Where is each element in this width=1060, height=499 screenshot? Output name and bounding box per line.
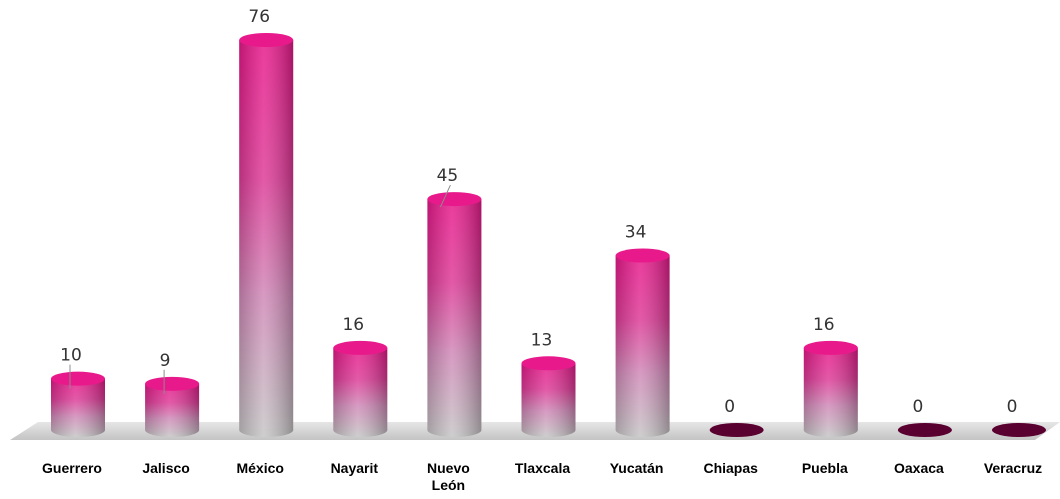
value-label-mexico: 76 — [248, 7, 270, 27]
category-label-oaxaca: Oaxaca — [894, 460, 944, 476]
bar-shade-nuevo-leon — [427, 199, 482, 437]
chart-marks: 10 Guerrero 9 Jalisco 76 México 16 Nayarit 45 Nue… — [42, 7, 1046, 493]
value-label-chiapas: 0 — [724, 397, 735, 417]
category-label-guerrero: Guerrero — [42, 460, 102, 476]
bar-veracruz — [992, 423, 1046, 437]
category-label-puebla: Puebla — [802, 460, 848, 476]
bar-top-jalisco — [145, 376, 200, 391]
category-label-jalisco: Jalisco — [142, 460, 189, 476]
bar-top-nuevo-leon — [427, 192, 482, 207]
category-label-mexico: México — [236, 460, 283, 476]
value-label-oaxaca: 0 — [912, 397, 923, 417]
value-label-tlaxcala: 13 — [531, 330, 553, 350]
bar-shade-guerrero — [51, 378, 105, 437]
bar-shade-nayarit — [333, 347, 388, 437]
bar-top-guerrero — [51, 371, 105, 386]
category-label-veracruz: Veracruz — [984, 460, 1042, 476]
value-label-nuevo-leon: 45 — [437, 166, 459, 186]
category-label-nayarit: Nayarit — [331, 460, 379, 476]
bar-shade-jalisco — [145, 383, 200, 437]
value-label-puebla: 16 — [813, 315, 835, 335]
bar-top-puebla — [803, 340, 858, 355]
value-label-veracruz: 0 — [1007, 397, 1018, 417]
category-label-yucatan: Yucatán — [610, 460, 664, 476]
bar-top-mexico — [239, 33, 294, 47]
bar-top-tlaxcala — [521, 356, 576, 371]
value-label-jalisco: 9 — [160, 351, 171, 371]
bar-shade-puebla — [803, 347, 858, 437]
value-label-nayarit: 16 — [342, 315, 364, 335]
bar-shade-mexico — [239, 40, 294, 437]
bar-shade-tlaxcala — [521, 363, 576, 437]
value-label-guerrero: 10 — [60, 346, 82, 366]
value-label-yucatan: 34 — [625, 223, 647, 243]
bar-chiapas — [709, 423, 764, 437]
bar-top-yucatan — [615, 248, 670, 263]
bar-oaxaca — [897, 423, 952, 437]
category-label-tlaxcala: Tlaxcala — [515, 460, 570, 476]
bar-top-nayarit — [333, 340, 388, 355]
category-label-nuevo-leon: Nuevo León — [427, 460, 470, 493]
category-label-chiapas: Chiapas — [703, 460, 758, 476]
leader-line-nuevo-leon — [439, 184, 451, 208]
bar-shade-yucatan — [615, 255, 670, 437]
